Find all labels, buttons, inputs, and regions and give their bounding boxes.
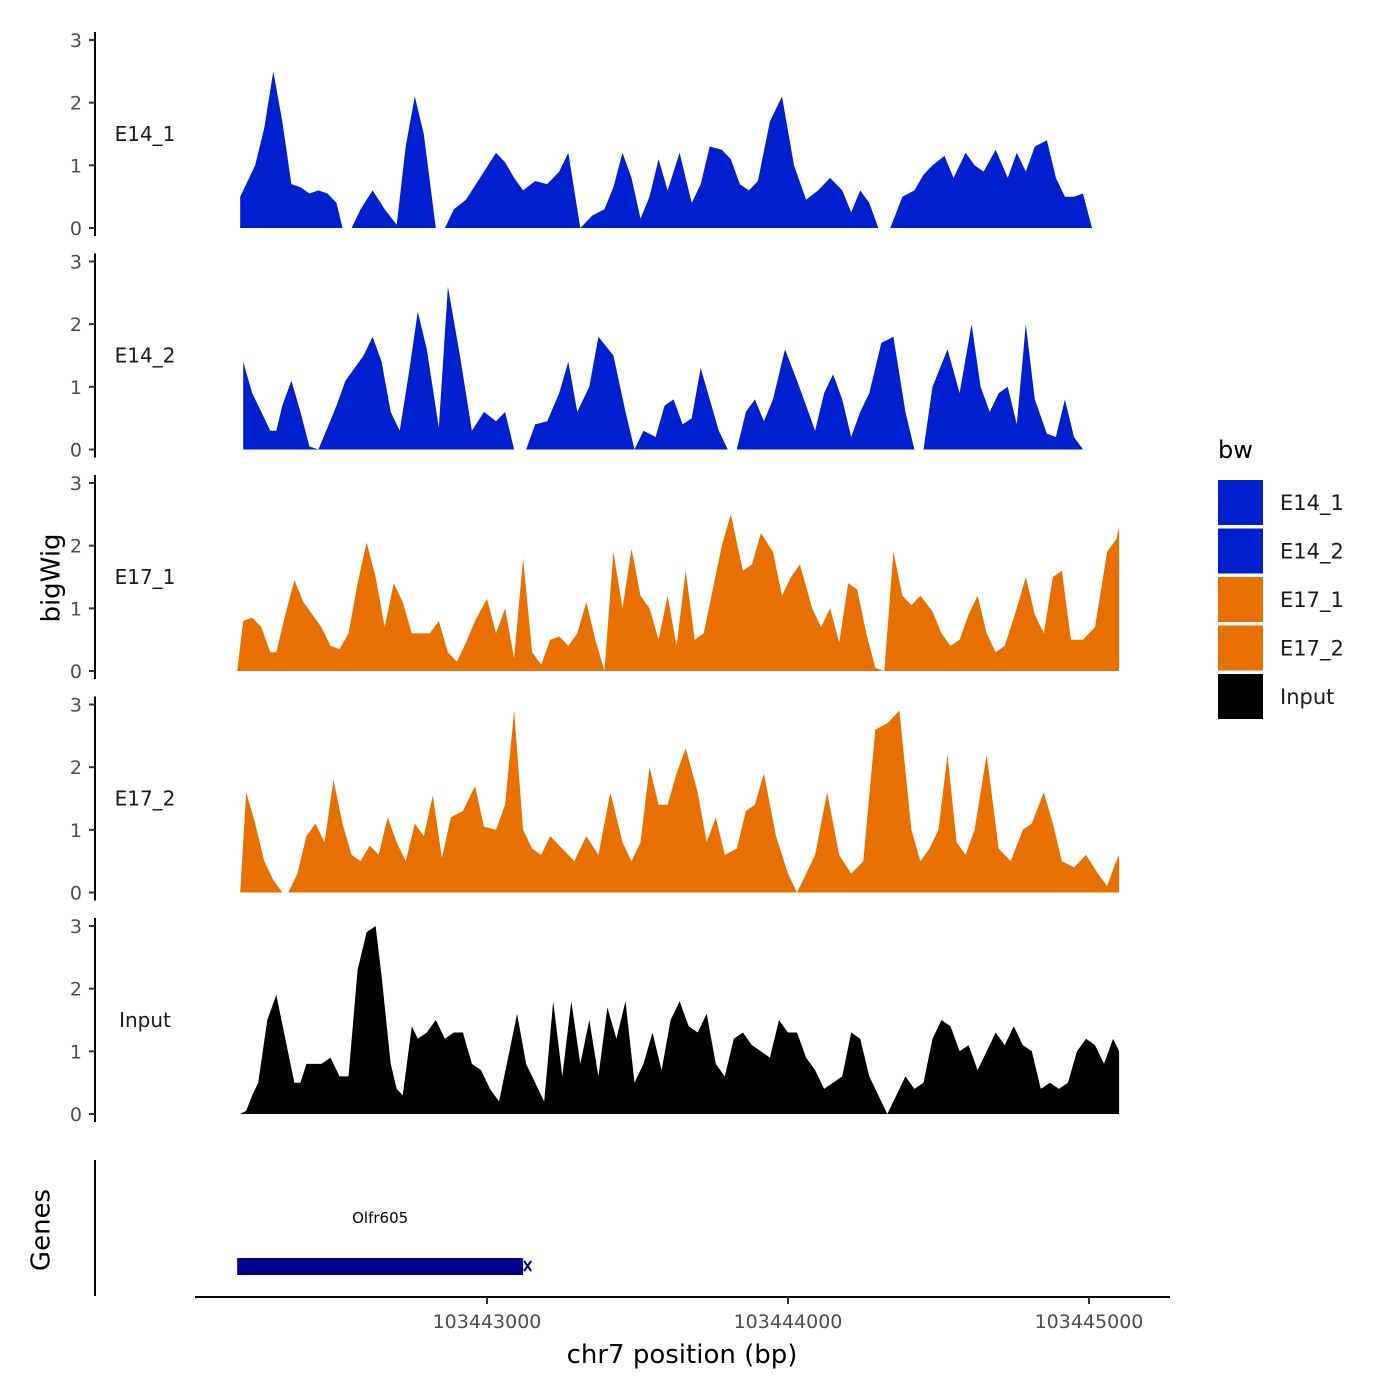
x-tick-label-2: 103445000 bbox=[1035, 1311, 1144, 1333]
gene-track: Olfr605 bbox=[94, 1160, 532, 1296]
legend-label-e17-2: E17_2 bbox=[1280, 637, 1344, 662]
y-tick-label-e14-2-3: 3 bbox=[70, 252, 82, 274]
track-e14-1: 0 1 2 3 E14_1 bbox=[70, 30, 1120, 240]
track-e17-1: 0 1 2 3 E17_1 bbox=[70, 473, 1120, 683]
y-tick-label-e17-1-1: 1 bbox=[70, 598, 82, 620]
signal-area-e14-1 bbox=[240, 71, 1120, 228]
y-tick-label-e14-2-2: 2 bbox=[70, 314, 82, 336]
legend-swatch-e14-1 bbox=[1218, 480, 1263, 525]
signal-area-input bbox=[240, 926, 1120, 1114]
track-label-e14-2: E14_2 bbox=[115, 344, 176, 368]
track-label-input: Input bbox=[119, 1008, 171, 1032]
legend-swatch-e17-1 bbox=[1218, 577, 1263, 622]
y-tick-label-e17-2-0: 0 bbox=[70, 883, 82, 905]
y-tick-label-e14-2-1: 1 bbox=[70, 377, 82, 399]
track-label-e17-1: E17_1 bbox=[115, 565, 176, 589]
y-tick-label-input-1: 1 bbox=[70, 1041, 82, 1063]
y-tick-label-e17-2-2: 2 bbox=[70, 757, 82, 779]
legend-label-input: Input bbox=[1280, 685, 1334, 709]
y-tick-label-e17-2-1: 1 bbox=[70, 820, 82, 842]
y-tick-label-e14-1-3: 3 bbox=[70, 30, 82, 52]
legend-swatch-e14-2 bbox=[1218, 528, 1263, 574]
y-tick-label-e14-1-1: 1 bbox=[70, 155, 82, 177]
y-tick-label-input-0: 0 bbox=[70, 1104, 82, 1126]
gene-label-olfr605: Olfr605 bbox=[352, 1209, 408, 1227]
gene-strand-marker-right bbox=[523, 1260, 532, 1272]
gene-strand-marker-left bbox=[239, 1262, 246, 1270]
x-tick-label-1: 103444000 bbox=[734, 1311, 843, 1333]
track-input: 0 1 2 3 Input bbox=[70, 916, 1120, 1126]
track-label-e14-1: E14_1 bbox=[115, 122, 176, 146]
y-tick-label-e17-1-0: 0 bbox=[70, 661, 82, 683]
y-tick-label-input-3: 3 bbox=[70, 916, 82, 938]
y-tick-label-e14-1-2: 2 bbox=[70, 93, 82, 115]
legend: bw E14_1 E14_2 E17_1 E17_2 Input bbox=[1218, 436, 1344, 719]
y-tick-label-e17-1-2: 2 bbox=[70, 536, 82, 558]
gene-body-olfr605 bbox=[237, 1258, 524, 1275]
signal-area-e14-2 bbox=[243, 286, 1120, 450]
y-axis-title: bigWig bbox=[37, 533, 67, 622]
x-tick-label-0: 103443000 bbox=[433, 1311, 542, 1333]
track-label-e17-2: E17_2 bbox=[115, 787, 176, 811]
track-e17-2: 0 1 2 3 E17_2 bbox=[70, 695, 1120, 905]
legend-label-e14-2: E14_2 bbox=[1280, 540, 1344, 565]
genes-axis-title: Genes bbox=[27, 1189, 57, 1271]
legend-label-e17-1: E17_1 bbox=[1280, 588, 1344, 613]
legend-swatch-e17-2 bbox=[1218, 625, 1263, 671]
legend-label-e14-1: E14_1 bbox=[1280, 491, 1344, 516]
signal-area-e17-1 bbox=[237, 514, 1120, 671]
signal-area-e17-2 bbox=[240, 710, 1120, 893]
y-tick-label-e17-1-3: 3 bbox=[70, 473, 82, 495]
legend-swatch-input bbox=[1218, 674, 1263, 719]
y-tick-label-e17-2-3: 3 bbox=[70, 695, 82, 717]
legend-title: bw bbox=[1218, 436, 1253, 464]
track-e14-2: 0 1 2 3 E14_2 bbox=[70, 252, 1120, 462]
y-tick-label-input-2: 2 bbox=[70, 979, 82, 1001]
y-tick-label-e14-2-0: 0 bbox=[70, 440, 82, 462]
y-tick-label-e14-1-0: 0 bbox=[70, 218, 82, 240]
tracks: 0 1 2 3 E14_1 0 1 2 3 E14_2 0 1 2 3 E17_1 0 1 2 3 E17_2 0 1 2 3… bbox=[70, 30, 1120, 1126]
x-axis-title: chr7 position (bp) bbox=[567, 1340, 798, 1370]
x-axis: 103443000 103444000 103445000 bbox=[195, 1296, 1170, 1333]
